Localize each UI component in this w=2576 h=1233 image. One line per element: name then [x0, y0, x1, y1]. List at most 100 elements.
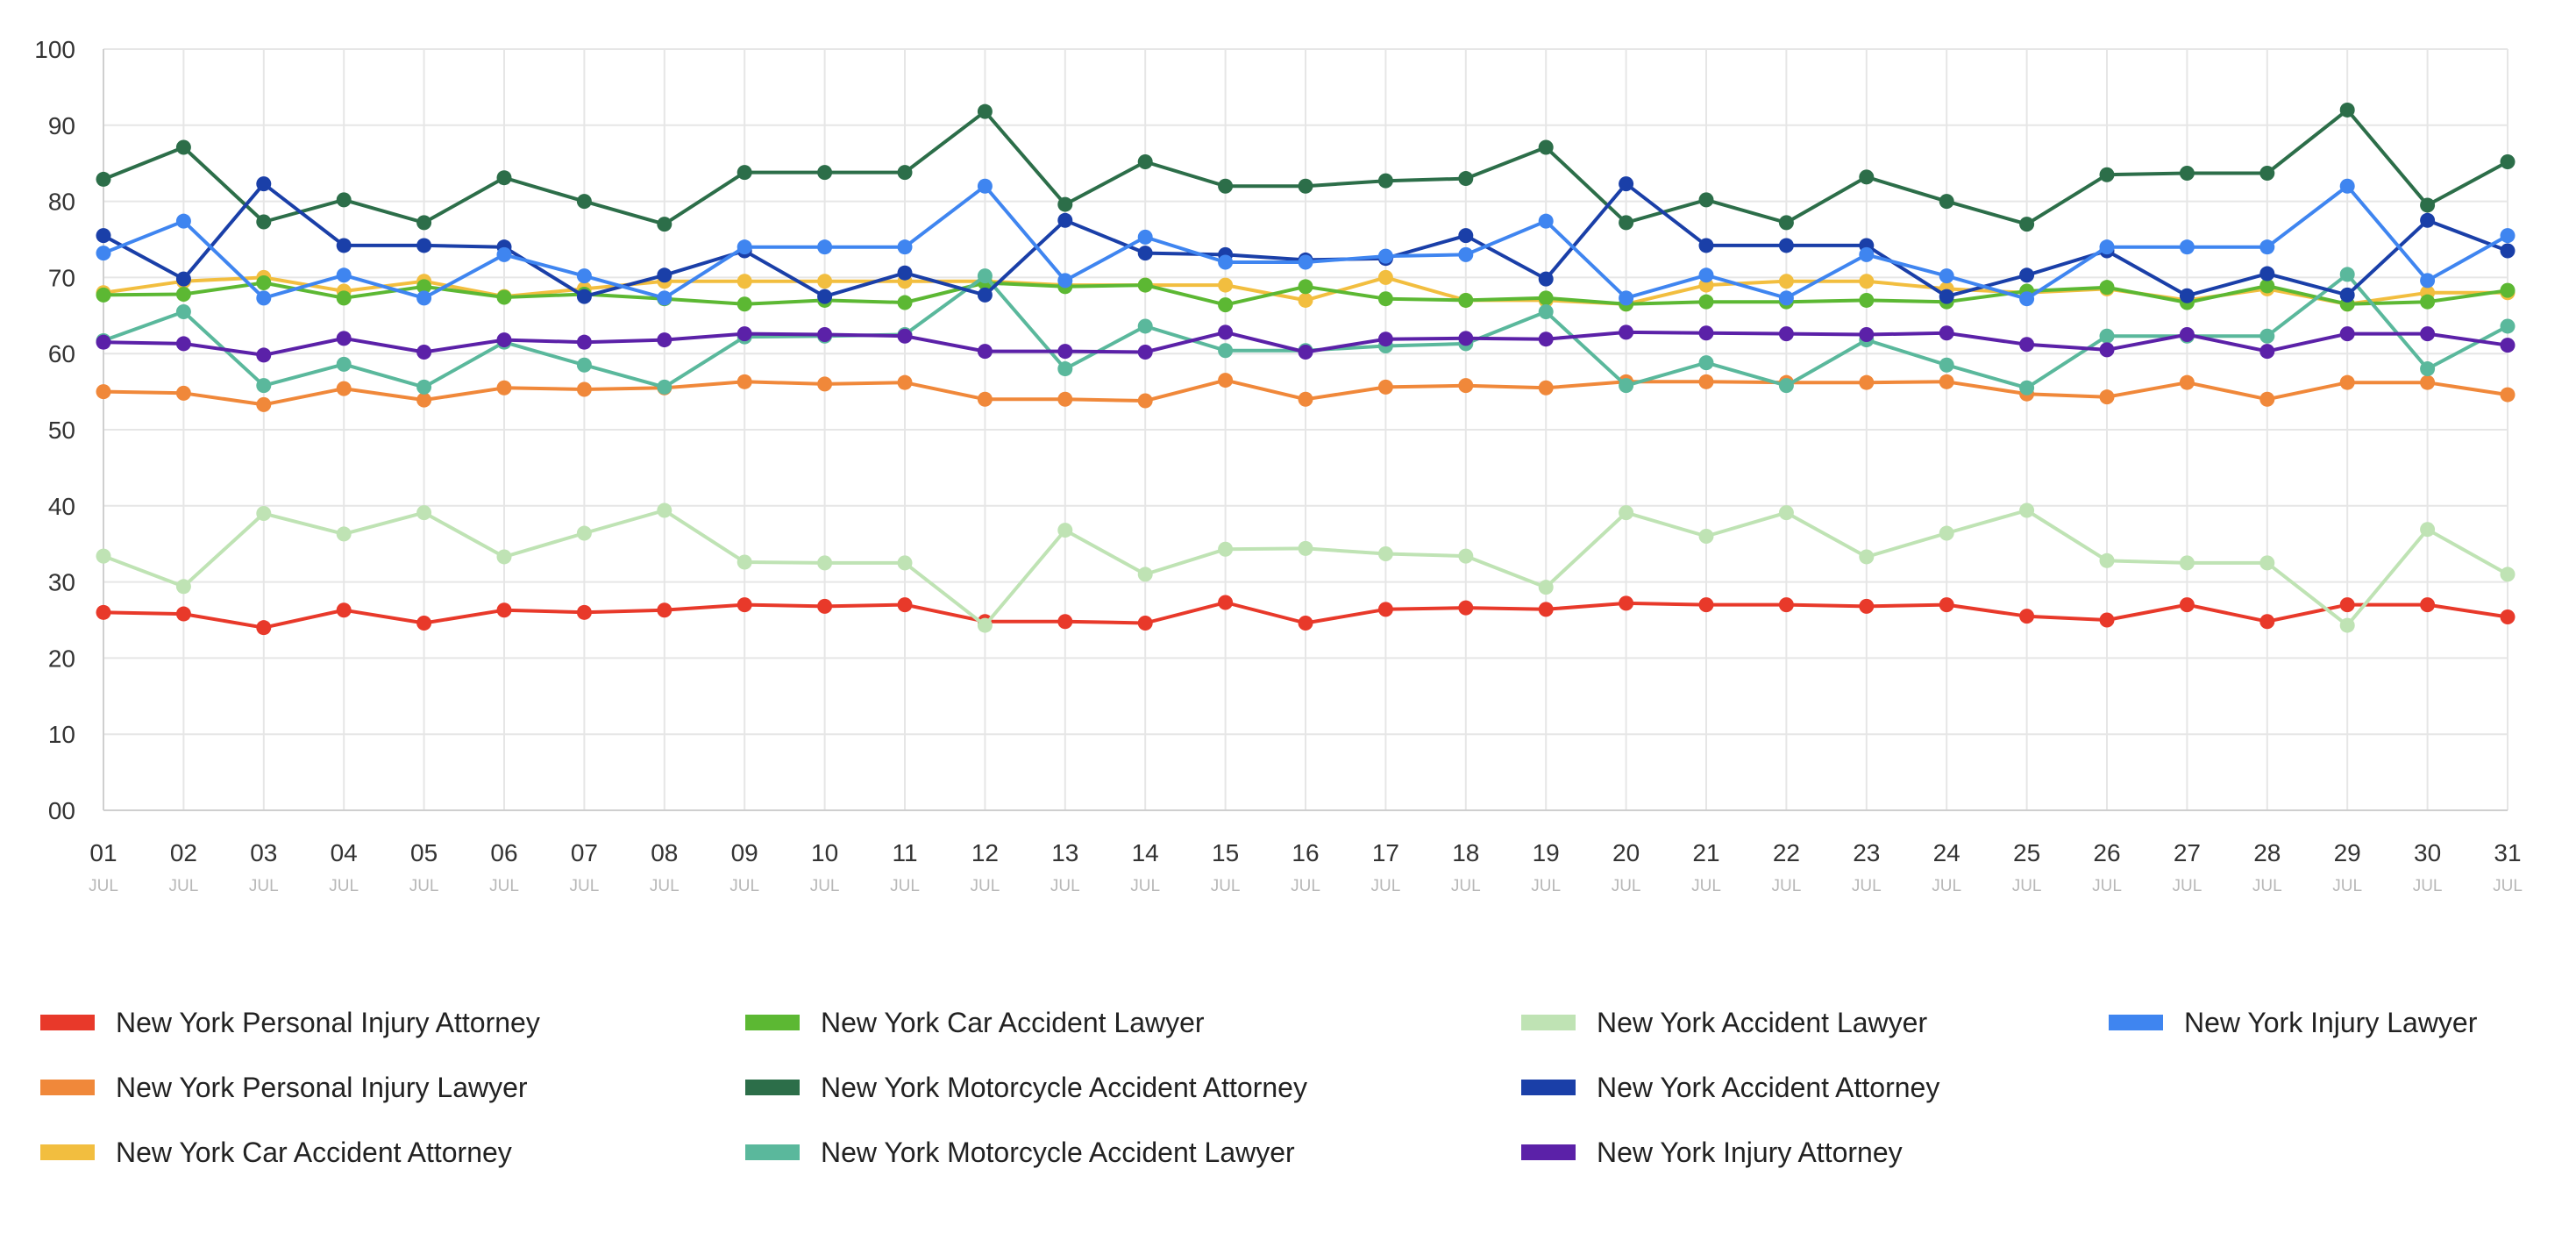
data-point[interactable]: [576, 604, 592, 620]
data-point[interactable]: [2500, 567, 2516, 582]
data-point[interactable]: [1538, 602, 1554, 617]
data-point[interactable]: [336, 526, 352, 542]
data-point[interactable]: [576, 289, 592, 304]
data-point[interactable]: [977, 344, 993, 360]
data-point[interactable]: [2099, 552, 2115, 568]
data-point[interactable]: [1218, 297, 1234, 313]
data-point[interactable]: [1057, 614, 1073, 630]
legend[interactable]: New York Personal Injury Attorney New Yor…: [40, 1007, 2478, 1168]
data-point[interactable]: [175, 213, 191, 229]
data-point[interactable]: [2099, 280, 2115, 296]
data-point[interactable]: [2259, 555, 2275, 571]
data-point[interactable]: [2420, 522, 2436, 538]
data-point[interactable]: [96, 604, 111, 620]
data-point[interactable]: [2339, 267, 2355, 282]
data-point[interactable]: [1298, 254, 1313, 270]
data-point[interactable]: [2500, 387, 2516, 403]
data-point[interactable]: [96, 334, 111, 350]
data-point[interactable]: [576, 357, 592, 373]
data-point[interactable]: [2019, 217, 2035, 232]
data-point[interactable]: [1619, 176, 1634, 192]
data-point[interactable]: [1859, 327, 1875, 342]
data-point[interactable]: [2019, 291, 2035, 307]
data-point[interactable]: [496, 170, 512, 186]
data-point[interactable]: [1619, 378, 1634, 394]
series-6[interactable]: [96, 502, 2516, 633]
data-point[interactable]: [2259, 278, 2275, 294]
data-point[interactable]: [737, 165, 752, 181]
data-point[interactable]: [897, 295, 913, 310]
data-point[interactable]: [1218, 595, 1234, 610]
data-point[interactable]: [817, 289, 833, 304]
data-point[interactable]: [175, 606, 191, 622]
data-point[interactable]: [1137, 277, 1153, 293]
data-point[interactable]: [1859, 292, 1875, 308]
data-point[interactable]: [737, 374, 752, 389]
data-point[interactable]: [2179, 288, 2195, 303]
data-point[interactable]: [1859, 549, 1875, 565]
legend-item[interactable]: New York Car Accident Lawyer: [745, 1007, 1205, 1038]
data-point[interactable]: [175, 286, 191, 302]
data-point[interactable]: [2099, 342, 2115, 358]
data-point[interactable]: [256, 378, 272, 394]
data-point[interactable]: [1698, 238, 1714, 253]
data-point[interactable]: [416, 290, 432, 306]
data-point[interactable]: [1538, 213, 1554, 229]
data-point[interactable]: [1057, 212, 1073, 228]
data-point[interactable]: [897, 265, 913, 281]
data-point[interactable]: [336, 290, 352, 306]
data-point[interactable]: [256, 176, 272, 192]
data-point[interactable]: [977, 287, 993, 303]
data-point[interactable]: [1298, 391, 1313, 407]
data-point[interactable]: [1458, 292, 1474, 308]
data-point[interactable]: [1619, 595, 1634, 611]
data-point[interactable]: [2420, 374, 2436, 390]
data-point[interactable]: [657, 217, 672, 232]
data-point[interactable]: [2339, 102, 2355, 118]
data-point[interactable]: [2500, 243, 2516, 259]
data-point[interactable]: [2420, 197, 2436, 213]
data-point[interactable]: [737, 597, 752, 613]
data-point[interactable]: [2259, 239, 2275, 255]
data-point[interactable]: [737, 326, 752, 342]
data-point[interactable]: [977, 178, 993, 194]
data-point[interactable]: [817, 165, 833, 181]
data-point[interactable]: [2179, 597, 2195, 613]
data-point[interactable]: [2019, 267, 2035, 283]
data-point[interactable]: [737, 239, 752, 255]
data-point[interactable]: [1939, 357, 1954, 373]
data-point[interactable]: [897, 165, 913, 181]
data-point[interactable]: [1137, 246, 1153, 261]
data-point[interactable]: [1538, 271, 1554, 287]
data-point[interactable]: [2500, 153, 2516, 169]
data-point[interactable]: [1859, 598, 1875, 614]
data-point[interactable]: [416, 505, 432, 521]
data-point[interactable]: [2500, 282, 2516, 298]
legend-item[interactable]: New York Injury Attorney: [1521, 1137, 1903, 1168]
data-point[interactable]: [657, 602, 672, 618]
data-point[interactable]: [496, 332, 512, 348]
data-point[interactable]: [576, 268, 592, 284]
data-point[interactable]: [1377, 291, 1393, 307]
data-point[interactable]: [1298, 279, 1313, 295]
data-point[interactable]: [737, 274, 752, 289]
data-point[interactable]: [1778, 597, 1794, 613]
data-point[interactable]: [2339, 287, 2355, 303]
data-point[interactable]: [1057, 196, 1073, 212]
data-point[interactable]: [1778, 505, 1794, 521]
data-point[interactable]: [416, 392, 432, 408]
data-point[interactable]: [416, 344, 432, 360]
data-point[interactable]: [657, 267, 672, 283]
data-point[interactable]: [1377, 379, 1393, 395]
data-point[interactable]: [2099, 612, 2115, 628]
data-point[interactable]: [2420, 361, 2436, 377]
data-point[interactable]: [977, 391, 993, 407]
data-point[interactable]: [2099, 389, 2115, 405]
data-point[interactable]: [2339, 178, 2355, 194]
data-point[interactable]: [1698, 294, 1714, 310]
data-point[interactable]: [256, 347, 272, 363]
data-point[interactable]: [416, 279, 432, 295]
legend-item[interactable]: New York Car Accident Attorney: [40, 1137, 512, 1168]
data-point[interactable]: [336, 381, 352, 396]
data-point[interactable]: [817, 598, 833, 614]
